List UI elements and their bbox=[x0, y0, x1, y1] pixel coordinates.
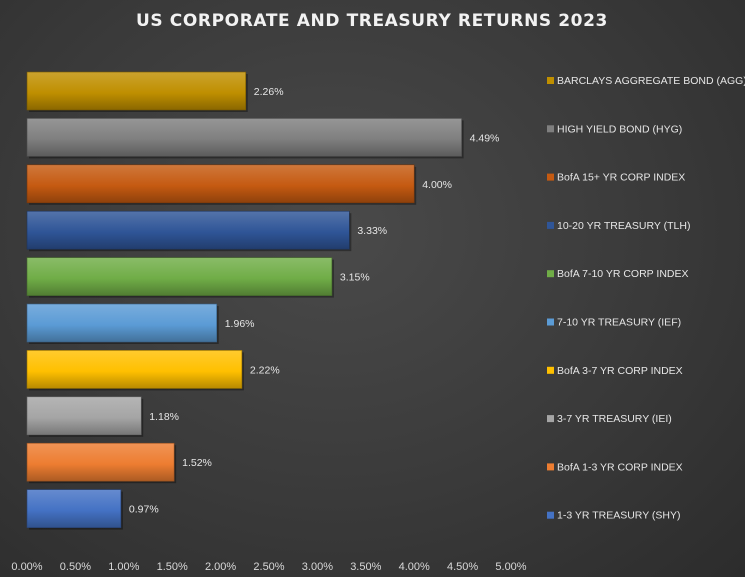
bar bbox=[26, 303, 218, 343]
legend-entry: 3-7 YR TREASURY (IEI) bbox=[557, 413, 672, 425]
x-tick-label: 5.00% bbox=[495, 561, 526, 573]
x-tick-label: 4.50% bbox=[447, 561, 478, 573]
legend-entry: BofA 7-10 YR CORP INDEX bbox=[557, 268, 689, 280]
bar bbox=[26, 118, 462, 157]
legend-swatch bbox=[547, 173, 554, 181]
legend-swatch bbox=[547, 125, 554, 133]
bar bbox=[26, 350, 243, 389]
bar bbox=[26, 442, 175, 482]
legend-swatch bbox=[547, 366, 554, 374]
legend-swatch bbox=[547, 463, 554, 471]
bar bbox=[26, 257, 333, 296]
x-tick-label: 0.50% bbox=[60, 561, 91, 573]
legend-swatch bbox=[547, 77, 554, 84]
chart-title: US CORPORATE AND TREASURY RETURNS 2023 bbox=[136, 11, 608, 31]
x-tick-label: 3.50% bbox=[350, 561, 381, 573]
legend-swatch bbox=[547, 415, 554, 423]
legend-entry: BofA 15+ YR CORP INDEX bbox=[557, 172, 685, 184]
x-tick-label: 2.00% bbox=[205, 561, 236, 573]
legend-entry: 7-10 YR TREASURY (IEF) bbox=[557, 317, 681, 329]
legend-swatch bbox=[547, 221, 554, 229]
data-label: 2.22% bbox=[250, 364, 280, 376]
x-tick-label: 3.00% bbox=[302, 561, 333, 573]
legend-entry: BofA 1-3 YR CORP INDEX bbox=[557, 461, 683, 473]
bar bbox=[26, 396, 142, 436]
legend-swatch bbox=[547, 511, 554, 519]
x-axis: 0.00% 0.50% 1.00% 1.50% 2.00% 2.50% 3.00% 3.50%… bbox=[11, 561, 526, 573]
data-label: 2.26% bbox=[254, 86, 284, 98]
data-labels-layer: 2.26% 4.49% 4.00% 3.33% 3.15% 1.96% 2.22% 1.18%… bbox=[129, 86, 500, 516]
x-tick-label: 2.50% bbox=[253, 561, 284, 573]
legend-swatch bbox=[547, 270, 554, 278]
legend-entry: BARCLAYS AGGREGATE BOND (AGG) bbox=[557, 75, 745, 87]
legend-entry: BofA 3-7 YR CORP INDEX bbox=[557, 365, 683, 377]
data-label: 3.33% bbox=[357, 225, 387, 237]
bar bbox=[26, 164, 415, 204]
data-label: 1.52% bbox=[182, 457, 212, 469]
bars-layer bbox=[26, 71, 464, 530]
data-label: 1.18% bbox=[149, 411, 179, 423]
x-tick-label: 1.00% bbox=[108, 561, 139, 573]
bar bbox=[26, 489, 122, 528]
bar bbox=[26, 71, 247, 111]
data-label: 0.97% bbox=[129, 504, 159, 516]
x-tick-label: 4.00% bbox=[399, 561, 430, 573]
x-tick-label: 0.00% bbox=[11, 561, 42, 573]
data-label: 1.96% bbox=[225, 318, 255, 330]
x-tick-label: 1.50% bbox=[157, 561, 188, 573]
legend-entry: HIGH YIELD BOND (HYG) bbox=[557, 123, 682, 135]
legend: BARCLAYS AGGREGATE BOND (AGG) HIGH YIELD … bbox=[547, 75, 745, 522]
data-label: 4.49% bbox=[470, 132, 500, 144]
legend-entry: 10-20 YR TREASURY (TLH) bbox=[557, 220, 690, 232]
legend-swatch bbox=[547, 318, 554, 326]
data-label: 4.00% bbox=[422, 179, 452, 191]
legend-entry: 1-3 YR TREASURY (SHY) bbox=[557, 510, 681, 522]
bar bbox=[26, 210, 350, 250]
data-label: 3.15% bbox=[340, 272, 370, 284]
